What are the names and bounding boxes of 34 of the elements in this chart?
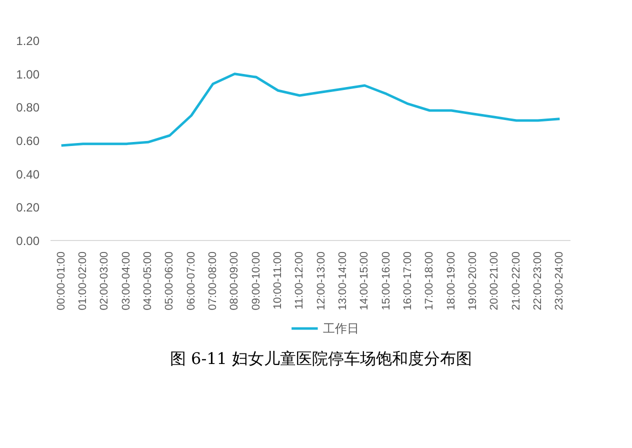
x-tick-label: 17:00-18:00 — [424, 252, 436, 310]
x-tick-label: 08:00-09:00 — [228, 252, 241, 310]
x-tick-label: 11:00-12:00 — [294, 251, 306, 310]
x-tick-label: 01:00-02:00 — [77, 252, 89, 310]
x-tick-label: 19:00-20:00 — [467, 252, 479, 310]
x-tick-label: 10:00-11:00 — [272, 251, 284, 310]
x-tick-label: 22:00-23:00 — [532, 252, 544, 310]
y-tick-label: 0.20 — [16, 200, 40, 215]
x-tick-label: 21:00-22:00 — [510, 252, 522, 310]
y-tick-label: 0.80 — [16, 100, 40, 115]
x-tick-label: 12:00-13:00 — [315, 252, 328, 310]
legend-label: 工作日 — [323, 322, 360, 336]
y-tick-label: 1.00 — [16, 67, 40, 82]
text: 图 6-11 妇女儿童医院停车场饱和度分布图 — [170, 348, 472, 370]
y-tick-label: 1.20 — [16, 34, 40, 48]
x-tick-label: 16:00-17:00 — [402, 252, 414, 310]
x-tick-label: 15:00-16:00 — [380, 252, 392, 310]
line-series — [60, 72, 561, 147]
y-tick-label: 0.40 — [16, 167, 40, 182]
x-tick-label: 23:00-24:00 — [554, 252, 566, 310]
x-tick-label: 06:00-07:00 — [185, 252, 198, 310]
x-tick-label: 20:00-21:00 — [488, 252, 501, 310]
x-tick-label: 02:00-03:00 — [98, 252, 111, 310]
x-tick-label: 07:00-08:00 — [207, 252, 219, 310]
x-tick-label: 03:00-04:00 — [120, 252, 132, 310]
x-tick-label: 09:00-10:00 — [250, 252, 262, 310]
x-tick-label: 05:00-06:00 — [164, 252, 176, 310]
y-tick-label: 0.60 — [16, 134, 40, 148]
x-tick-label: 00:00-01:00 — [55, 252, 68, 310]
x-tick-label: 14:00-15:00 — [358, 252, 371, 310]
x-tick-label: 18:00-19:00 — [445, 252, 458, 310]
x-tick-label: 13:00-14:00 — [337, 252, 349, 310]
x-tick-label: 04:00-05:00 — [142, 252, 154, 310]
y-tick-label: 0.00 — [16, 234, 40, 248]
